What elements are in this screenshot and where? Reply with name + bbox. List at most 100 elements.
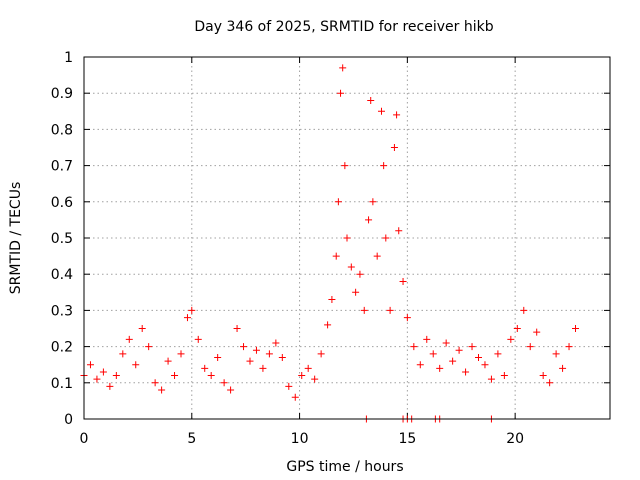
y-tick-label: 0.3 [51,303,73,319]
data-points [80,64,580,423]
data-point [145,343,153,351]
y-axis-label: SRMTID / TECUs [8,182,24,295]
data-point [151,379,159,387]
data-point [207,372,215,380]
data-point [436,364,444,372]
data-point [352,288,360,296]
data-point [365,216,373,224]
data-point [246,357,254,365]
data-point [194,335,202,343]
x-tick-label: 15 [398,431,416,447]
data-point [507,335,515,343]
data-point [382,234,390,242]
data-point [526,343,534,351]
y-tick-label: 0.2 [51,340,73,356]
data-point [520,306,528,314]
data-point [119,350,127,358]
data-point [339,64,347,72]
data-point [539,372,547,380]
plot-frame [83,56,611,420]
data-point [449,357,457,365]
data-point [410,343,418,351]
data-point [455,346,463,354]
data-point [513,325,521,332]
data-point [233,325,241,332]
data-point [380,162,388,170]
data-point [324,321,332,329]
data-point [481,361,489,369]
data-point [86,361,94,369]
data-point [265,350,273,358]
data-point [500,372,508,380]
data-point [533,328,541,336]
x-axis-label: GPS time / hours [286,459,403,475]
data-point [565,343,573,351]
data-point [259,364,267,372]
data-point [462,368,470,376]
data-point [494,350,502,358]
data-point [252,346,260,354]
data-point [347,263,355,271]
data-point [164,357,172,365]
data-point [386,306,394,314]
data-point [278,353,286,361]
y-tick-label: 0.9 [51,86,73,102]
data-point [403,314,411,322]
data-point [377,107,385,115]
data-point [399,277,407,285]
data-point [328,296,336,304]
x-tick-label: 10 [291,431,309,447]
data-point [390,144,398,151]
data-point [337,89,345,97]
data-point [475,353,482,361]
y-tick-label: 0.8 [51,122,73,138]
data-point [93,375,101,383]
data-point [369,198,377,206]
data-point [429,350,437,358]
data-point [487,375,495,383]
data-point [423,335,431,343]
data-point [188,306,196,314]
y-tick-label: 0.6 [51,195,73,211]
data-point [572,325,580,332]
data-point [367,96,375,104]
data-point [343,234,351,242]
x-tick-label: 0 [80,431,89,447]
data-point [201,364,209,372]
x-tick-label: 20 [506,431,524,447]
y-tick-label: 0.7 [51,159,73,175]
data-point [546,379,554,387]
data-point [304,364,312,372]
data-point [416,361,424,369]
data-point [317,350,325,358]
y-tick-label: 1 [64,50,73,66]
data-point [158,386,166,394]
data-point [332,252,340,260]
data-point [132,361,140,369]
data-point [125,335,133,343]
data-point [356,270,364,278]
data-point [285,382,293,390]
chart-title: Day 346 of 2025, SRMTID for receiver hik… [194,19,493,35]
data-point [272,339,280,347]
data-point [214,353,222,361]
y-tick-label: 0.4 [51,267,73,283]
data-point [311,375,319,383]
data-point [559,364,567,372]
x-tick-label: 5 [187,431,196,447]
data-point [171,372,179,380]
x-tick-labels: 0 5 10 15 20 [80,431,525,447]
data-point [183,314,191,322]
data-point [177,350,185,358]
data-point [99,368,107,376]
data-point [552,350,560,358]
data-point [298,372,306,380]
data-point [220,379,228,387]
data-point [373,252,381,260]
data-point [360,306,368,314]
data-point [393,111,401,119]
data-point [112,372,120,380]
data-point [227,386,235,394]
